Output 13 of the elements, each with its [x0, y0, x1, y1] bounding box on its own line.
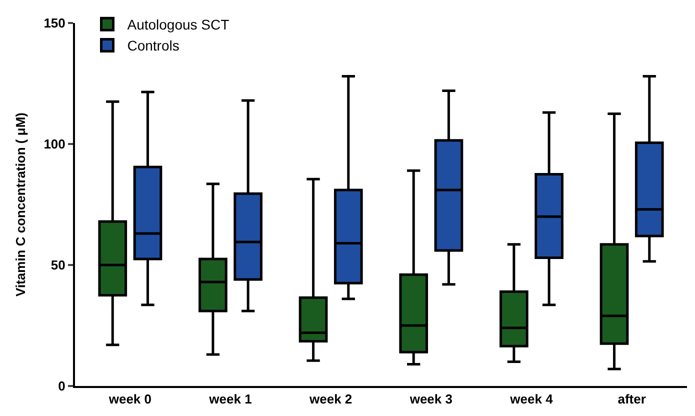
- legend-label: Autologous SCT: [127, 16, 230, 33]
- y-tick-label: 0: [58, 378, 66, 394]
- x-tick-label: week 0: [108, 392, 152, 407]
- x-tick-label: week 4: [509, 392, 554, 407]
- y-tick-label: 150: [44, 16, 66, 31]
- y-tick-label: 50: [50, 258, 66, 273]
- y-tick-label: 100: [44, 136, 66, 152]
- x-tick-label: week 1: [208, 392, 252, 407]
- y-axis-title: Vitamin C concentration ( μM): [13, 112, 28, 296]
- legend-label: Controls: [127, 38, 180, 54]
- x-tick-label: week 2: [308, 392, 352, 407]
- x-tick-label: after: [618, 392, 646, 407]
- x-tick-label: week 3: [408, 392, 452, 407]
